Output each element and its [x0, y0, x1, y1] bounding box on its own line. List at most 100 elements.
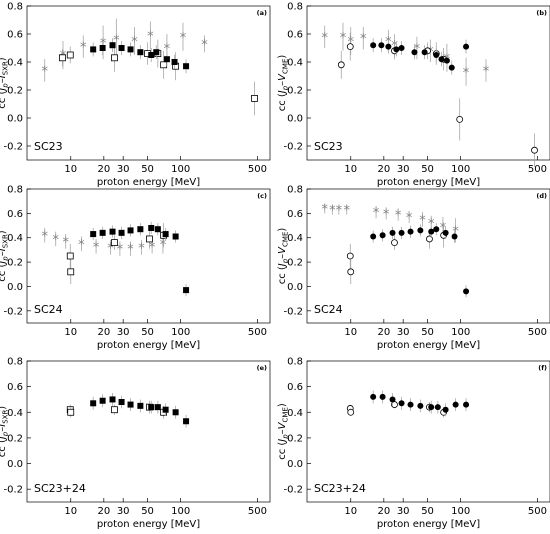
plot-frame	[26, 360, 271, 503]
data-point-circle	[407, 401, 414, 408]
y-tick-label: 0.4	[7, 408, 23, 419]
panel-label: (a)	[257, 9, 267, 17]
data-point-star: *	[428, 217, 435, 232]
data-point-square	[148, 52, 155, 58]
x-tick-label: 50	[141, 327, 154, 338]
data-point-square	[162, 406, 169, 413]
data-point-square	[171, 59, 178, 65]
data-point-square	[148, 224, 155, 231]
data-point-star: *	[100, 36, 107, 51]
y-axis-label: cc (Jp–ISXR)	[0, 406, 10, 458]
y-tick-label: 0.6	[7, 30, 23, 41]
series-filled-square	[90, 38, 190, 74]
y-tick-label: -0.2	[283, 306, 303, 317]
data-point-circle	[393, 46, 400, 53]
plot-frame	[306, 188, 550, 324]
data-point-square	[118, 45, 125, 51]
x-tick-label: 30	[397, 506, 410, 517]
data-point-open-square	[111, 54, 118, 62]
data-point-circle	[448, 64, 455, 71]
data-point-circle	[378, 42, 385, 49]
data-point-circle	[398, 229, 405, 236]
data-point-square	[137, 49, 144, 56]
plot-frame	[306, 5, 550, 161]
data-point-star: *	[344, 204, 351, 219]
data-point-square	[90, 400, 97, 407]
x-tick-label: 30	[397, 327, 410, 338]
panel-label: (d)	[536, 192, 547, 200]
data-point-star: *	[149, 240, 156, 255]
y-tick-label: 0.2	[7, 433, 23, 444]
data-point-circle	[370, 42, 377, 49]
data-point-star: *	[117, 243, 124, 258]
y-tick-label: 0.0	[7, 459, 23, 470]
data-point-square	[127, 46, 134, 53]
data-point-circle	[389, 396, 396, 403]
y-tick-label: -0.2	[3, 485, 23, 496]
x-tick-label: 50	[421, 327, 434, 338]
panel-f: -0.2 0.0 0.2 0.4 0.6 0.8 10 20 30 50 100 500 proton …	[277, 357, 550, 530]
data-point-star: *	[395, 209, 402, 224]
data-point-star: *	[180, 31, 187, 46]
y-tick-label: 0.4	[287, 58, 303, 69]
cycle-label: SC24	[34, 303, 63, 316]
y-tick-label: 0.4	[7, 58, 23, 69]
y-tick-label: 0.2	[287, 433, 303, 444]
x-tick-label: 30	[117, 327, 130, 338]
y-tick-label: 0.8	[287, 357, 303, 368]
data-point-star: *	[80, 41, 87, 56]
panel-b: -0.2 0.0 0.2 0.4 0.6 0.8 10 20 30 50 100 500 proton …	[277, 2, 550, 188]
data-point-square	[118, 229, 125, 236]
data-point-open-circle	[456, 116, 464, 123]
y-tick-label: 0.4	[287, 233, 303, 244]
panel-label: (e)	[257, 364, 267, 372]
panel-label: (c)	[257, 192, 267, 200]
series-star: ***********	[41, 227, 167, 258]
x-tick-label: 20	[377, 327, 390, 338]
series-open-circle	[346, 223, 448, 285]
cycle-label: SC23+24	[314, 482, 366, 495]
data-point-star: *	[419, 213, 426, 228]
data-point-star: *	[336, 204, 343, 219]
data-point-star: *	[329, 204, 336, 219]
data-point-square	[127, 401, 134, 408]
y-tick-label: 0.4	[7, 233, 23, 244]
data-point-star: *	[340, 31, 347, 46]
x-tick-label: 100	[171, 164, 190, 175]
data-point-square	[127, 227, 134, 234]
y-tick-label: 0.8	[287, 185, 303, 196]
y-tick-label: 0.4	[287, 408, 303, 419]
data-point-star: *	[93, 240, 100, 255]
data-point-circle	[463, 288, 470, 295]
x-tick-label: 30	[397, 164, 410, 175]
data-point-circle	[452, 401, 459, 408]
data-point-star: *	[78, 238, 85, 253]
data-point-square	[154, 226, 161, 233]
data-point-circle	[421, 49, 428, 56]
data-point-star: *	[131, 35, 138, 50]
data-point-open-circle	[337, 61, 345, 69]
series-filled-circle	[370, 390, 470, 417]
data-point-circle	[407, 228, 414, 235]
data-point-star: *	[107, 241, 114, 256]
data-point-open-square	[66, 252, 74, 260]
data-point-circle	[463, 401, 470, 408]
data-point-star: *	[383, 207, 390, 222]
data-point-circle	[442, 229, 449, 236]
data-point-star: *	[347, 35, 354, 50]
data-point-star: *	[62, 235, 69, 250]
data-point-open-square	[66, 51, 74, 59]
x-axis-label: proton energy [MeV]	[97, 177, 200, 188]
data-point-star: *	[440, 221, 447, 236]
data-point-square	[154, 404, 161, 411]
series-star: ***********	[321, 22, 490, 86]
data-point-square	[137, 226, 144, 233]
y-tick-label: -0.2	[3, 306, 23, 317]
cycle-label: SC23	[314, 140, 343, 153]
data-point-open-square	[67, 268, 75, 276]
x-axis-label: proton energy [MeV]	[97, 340, 200, 351]
x-axis-label: proton energy [MeV]	[377, 340, 480, 351]
data-point-open-square	[111, 239, 118, 247]
